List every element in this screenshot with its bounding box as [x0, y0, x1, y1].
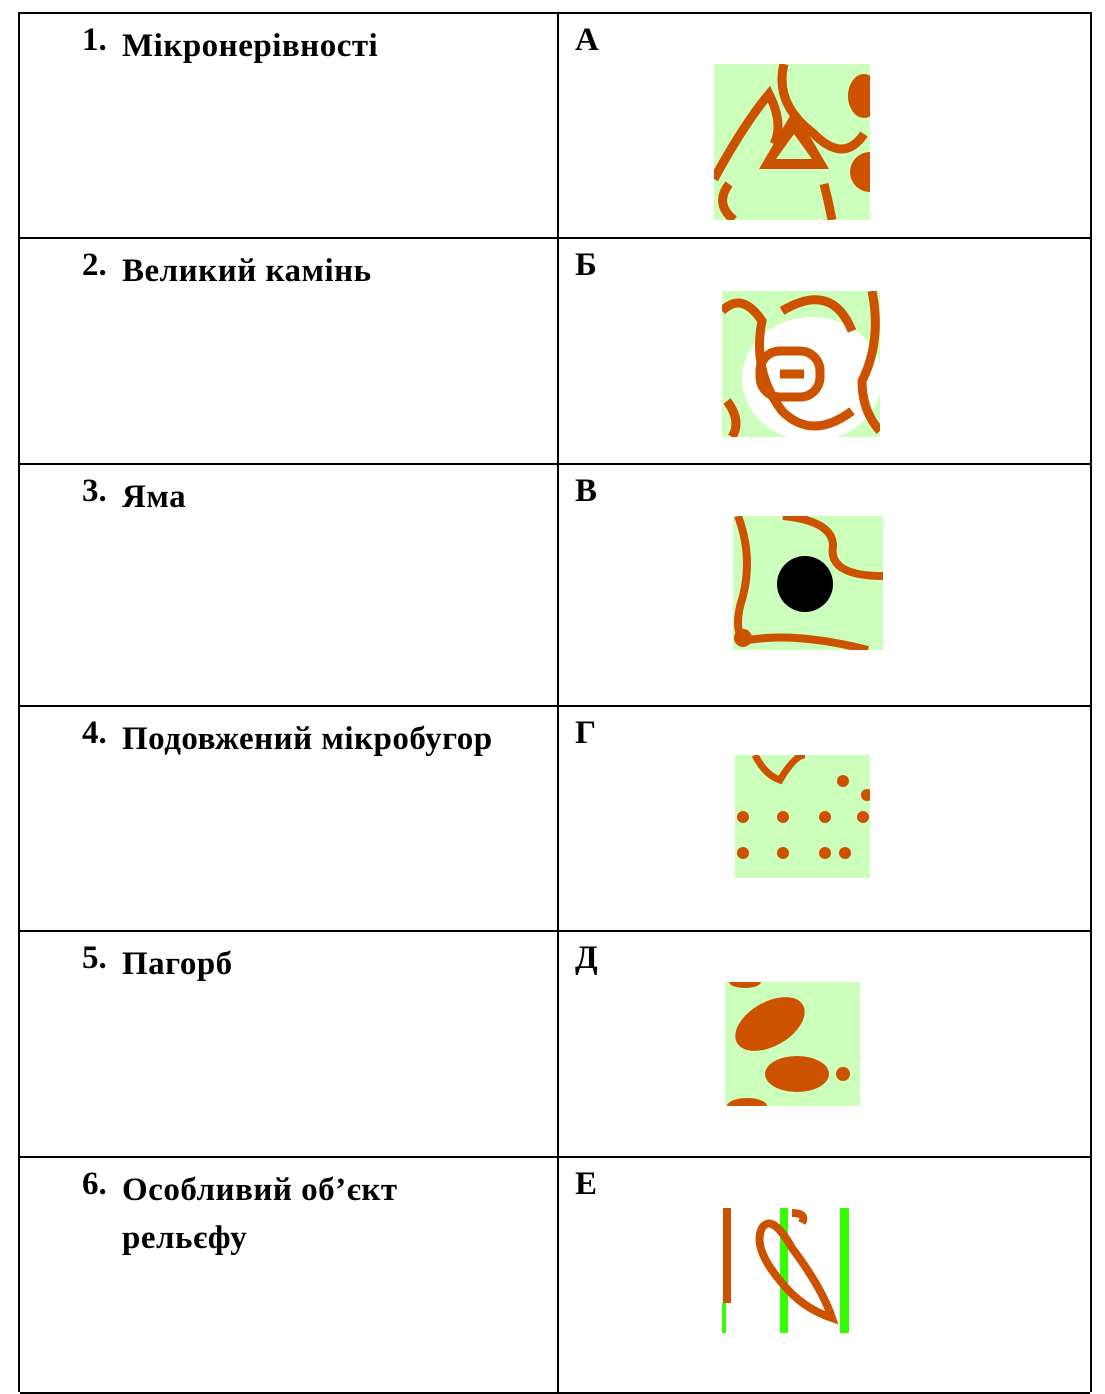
item-label: Подовжений мікробугор [122, 721, 493, 757]
item-number: 6. [82, 1166, 107, 1202]
option-letter: В [575, 473, 598, 509]
icon-d [725, 982, 860, 1106]
table-row: 6. Особливий об’єкт рельєфу Е [20, 1158, 1090, 1394]
icon-v [733, 516, 883, 650]
table-row: 4. Подовжений мікробугор Г [20, 707, 1090, 932]
option-letter: Б [575, 247, 597, 283]
item-number: 4. [82, 715, 107, 751]
icon-b [722, 291, 880, 437]
item-label: Пагорб [122, 946, 233, 982]
icon-e [722, 1208, 850, 1333]
item-label: Яма [122, 479, 187, 515]
item-number: 2. [82, 247, 107, 283]
table-row: 5. Пагорб Д [20, 932, 1090, 1158]
option-letter: Г [575, 715, 596, 751]
item-number: 1. [82, 22, 107, 58]
option-letter: Д [575, 940, 598, 976]
item-label: Великий камінь [122, 253, 372, 289]
option-letter: А [575, 22, 599, 58]
table-row: 1. Мікронерівності А [20, 14, 1090, 239]
table-row: 3. Яма В [20, 465, 1090, 707]
item-number: 5. [82, 940, 107, 976]
option-letter: Е [575, 1166, 598, 1202]
table: 1. Мікронерівності А 2. Великий камінь Б 3. Яма… [18, 12, 1092, 1394]
item-number: 3. [82, 473, 107, 509]
column-divider [557, 14, 559, 1392]
item-label: Особливий об’єкт рельєфу [122, 1172, 398, 1256]
icon-a [714, 64, 870, 220]
item-label: Мікронерівності [122, 28, 379, 64]
table-row: 2. Великий камінь Б [20, 239, 1090, 465]
icon-g [735, 755, 870, 878]
